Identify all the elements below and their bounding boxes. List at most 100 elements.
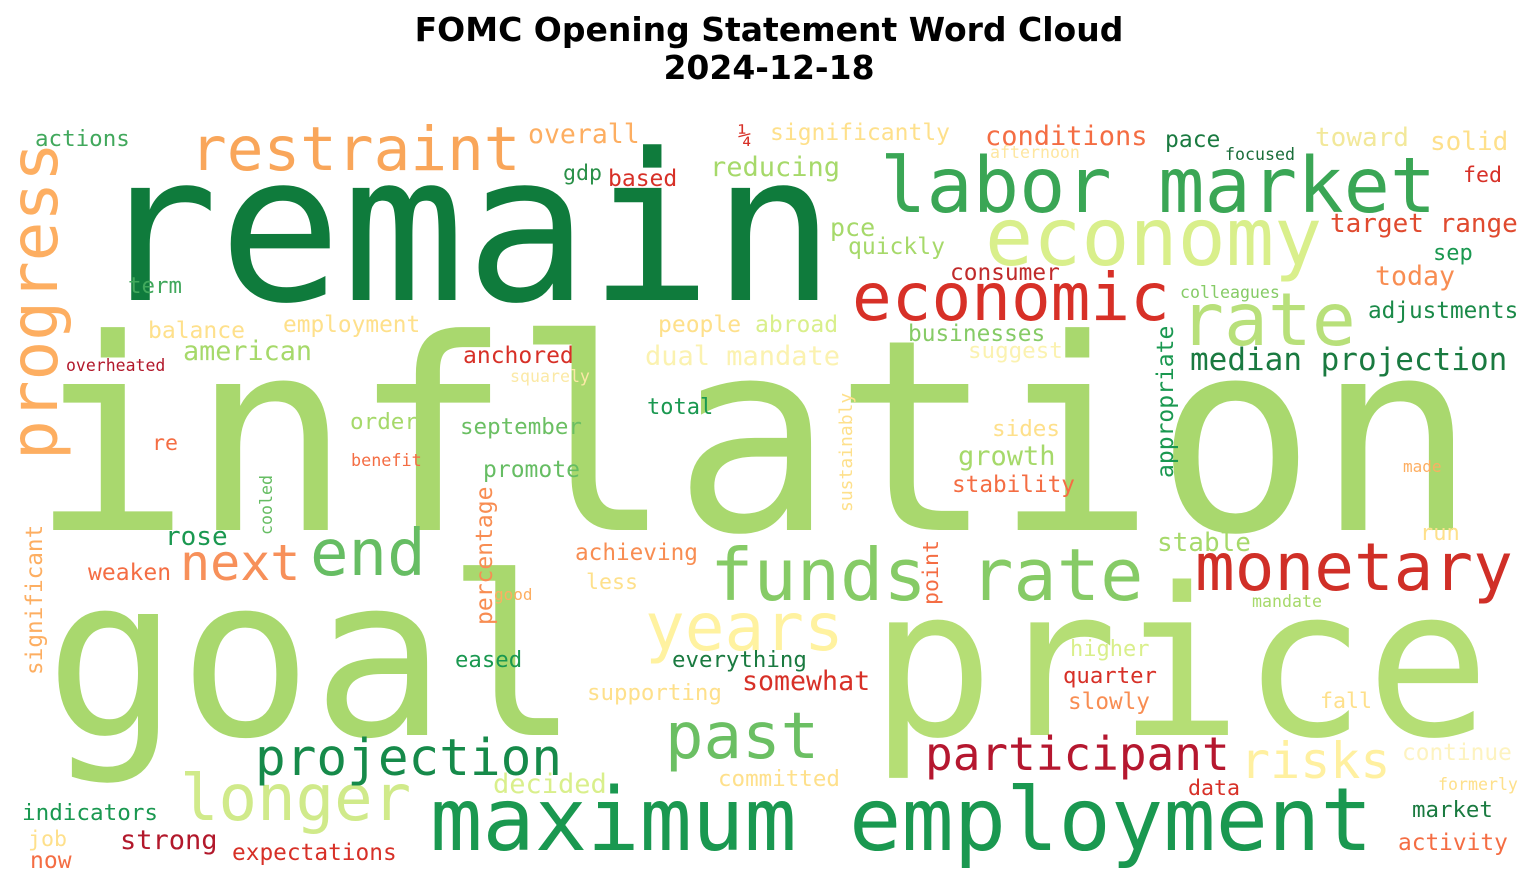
word: quickly <box>848 234 945 260</box>
word: rate <box>1180 278 1356 363</box>
word: growth <box>958 441 1056 472</box>
word: target range <box>1330 209 1518 239</box>
word: ¼ <box>738 123 752 149</box>
word: gdp <box>563 161 602 186</box>
word: appropriate <box>1153 326 1179 478</box>
word: everything <box>672 647 807 673</box>
word: conditions <box>985 121 1148 152</box>
word: toward <box>1315 123 1409 153</box>
word: expectations <box>232 840 397 866</box>
word: remain <box>95 111 836 349</box>
word: cooled <box>257 475 276 535</box>
word: price <box>870 544 1490 784</box>
word: longer <box>180 762 411 836</box>
word: adjustments <box>1368 298 1518 324</box>
word: higher <box>1070 637 1149 662</box>
word: made <box>1403 457 1442 476</box>
word: projection <box>255 729 562 788</box>
word: percentage <box>472 487 498 625</box>
word: squarely <box>510 367 590 386</box>
word: focused <box>1225 145 1295 164</box>
subtitle: 2024-12-18 <box>663 48 874 87</box>
word: people <box>658 312 741 338</box>
word: indicators <box>22 800 158 826</box>
word: decided <box>493 769 607 800</box>
word: mandate <box>1252 592 1322 611</box>
word: abroad <box>755 312 838 338</box>
word: less <box>586 570 638 595</box>
word: job <box>28 827 67 852</box>
word: market <box>1412 797 1493 823</box>
word: supporting <box>587 680 722 706</box>
word: progress <box>0 142 73 460</box>
word: september <box>460 414 582 440</box>
word: monetary <box>1195 529 1513 606</box>
word: benefit <box>351 450 422 470</box>
word: overall <box>528 119 640 150</box>
word: balance <box>148 318 245 344</box>
word: risks <box>1240 732 1391 790</box>
word: sep <box>1433 241 1473 266</box>
word: strong <box>120 825 218 856</box>
word: eased <box>455 647 522 673</box>
word: sustainably <box>836 393 857 512</box>
word: economic <box>852 259 1170 336</box>
word: employment <box>283 312 420 338</box>
word: quarter <box>1063 663 1157 689</box>
word: years <box>645 589 844 666</box>
word: achieving <box>575 540 698 566</box>
word: sides <box>992 416 1060 442</box>
word: rose <box>165 522 228 552</box>
word: economy <box>985 191 1322 284</box>
word: committed <box>718 766 840 792</box>
word: afternoon <box>990 143 1080 162</box>
word: continue <box>1402 740 1512 766</box>
word: overheated <box>66 356 165 375</box>
word: american <box>183 336 312 367</box>
word: term <box>128 273 182 299</box>
word: activity <box>1398 830 1508 856</box>
word: significant <box>22 525 48 675</box>
word: pce <box>830 213 875 242</box>
word: actions <box>35 126 130 152</box>
word: labor market <box>880 142 1436 231</box>
word: funds rate <box>710 533 1143 617</box>
word: weaken <box>88 560 171 586</box>
word: re <box>152 431 178 456</box>
word: goal <box>45 530 580 788</box>
word: total <box>647 395 713 420</box>
word: promote <box>483 457 580 483</box>
word: data <box>1188 776 1240 801</box>
word: now <box>30 848 72 874</box>
word: suggest <box>968 338 1063 364</box>
word: stability <box>952 472 1075 498</box>
word: restraint <box>190 114 521 185</box>
word: based <box>608 166 677 192</box>
word: businesses <box>908 321 1045 347</box>
word: formerly <box>1438 775 1518 794</box>
word: slowly <box>1068 689 1150 715</box>
word: consumer <box>950 260 1060 286</box>
word: fall <box>1320 689 1372 714</box>
title: FOMC Opening Statement Word Cloud <box>415 10 1124 49</box>
word: today <box>1375 261 1455 292</box>
word: order <box>350 409 418 435</box>
word: fed <box>1463 163 1502 188</box>
word: median projection <box>1190 342 1507 378</box>
word: stable <box>1157 528 1251 558</box>
word: anchored <box>463 343 574 369</box>
word: end <box>310 517 426 591</box>
word: run <box>1420 521 1460 546</box>
word: inflation <box>30 282 1477 593</box>
word: somewhat <box>742 666 870 697</box>
word: next <box>180 534 300 592</box>
word: dual mandate <box>645 341 840 372</box>
word: good <box>494 585 533 604</box>
word: pace <box>1165 127 1220 153</box>
word: significantly <box>770 120 950 146</box>
word: solid <box>1430 127 1508 157</box>
word: past <box>665 700 819 774</box>
word: participant <box>925 727 1230 781</box>
